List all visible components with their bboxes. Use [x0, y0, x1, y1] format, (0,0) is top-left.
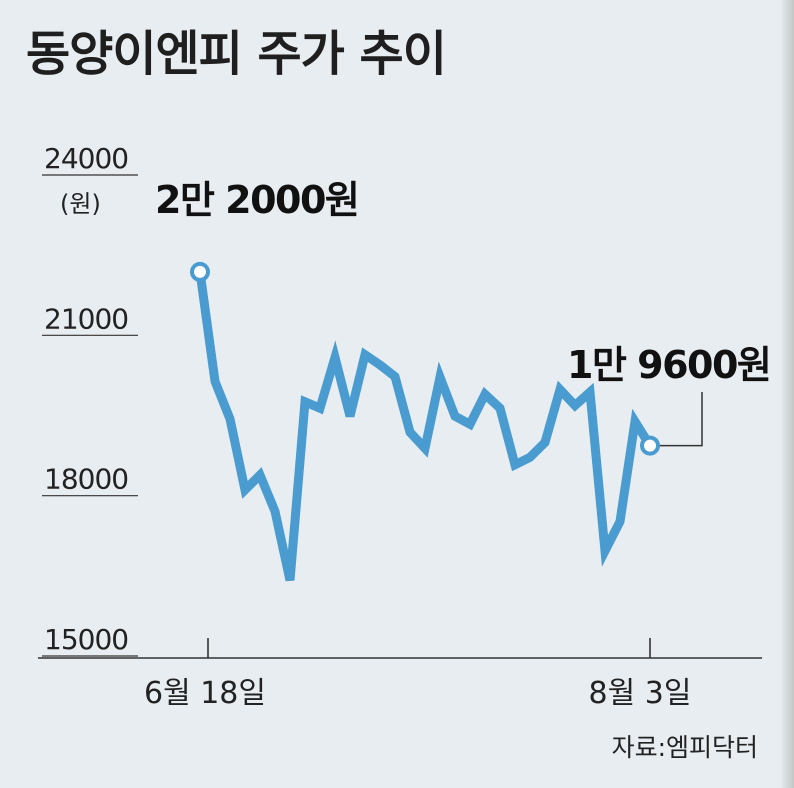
price-line [195, 267, 655, 582]
y-tick-label: 21000 [44, 302, 128, 335]
x-tick-label: 6월 18일 [144, 676, 266, 711]
background-edge-shade [780, 0, 794, 788]
y-tick-label: 24000 [44, 142, 128, 175]
start-price-callout: 2만 2000원 [155, 178, 358, 222]
y-tick-label: 15000 [44, 623, 128, 656]
x-tick-label: 8월 3일 [589, 676, 692, 711]
x-axis: 6월 18일 8월 3일 [38, 638, 762, 711]
y-tick-label: 18000 [44, 463, 128, 496]
price-annotations: 2만 2000원 1만 9600원 [155, 178, 772, 456]
end-point-marker [640, 435, 660, 456]
y-unit-label: (원) [60, 190, 101, 218]
end-price-callout: 1만 9600원 [567, 343, 770, 387]
chart-title: 동양이엔피 주가 추이 [26, 26, 447, 82]
y-axis: 24000 21000 18000 15000 (원) [42, 142, 138, 657]
price-series [195, 267, 655, 582]
data-source: 자료:엠피닥터 [611, 733, 758, 762]
callout-leader-line [658, 392, 703, 447]
start-point-marker [190, 261, 210, 282]
